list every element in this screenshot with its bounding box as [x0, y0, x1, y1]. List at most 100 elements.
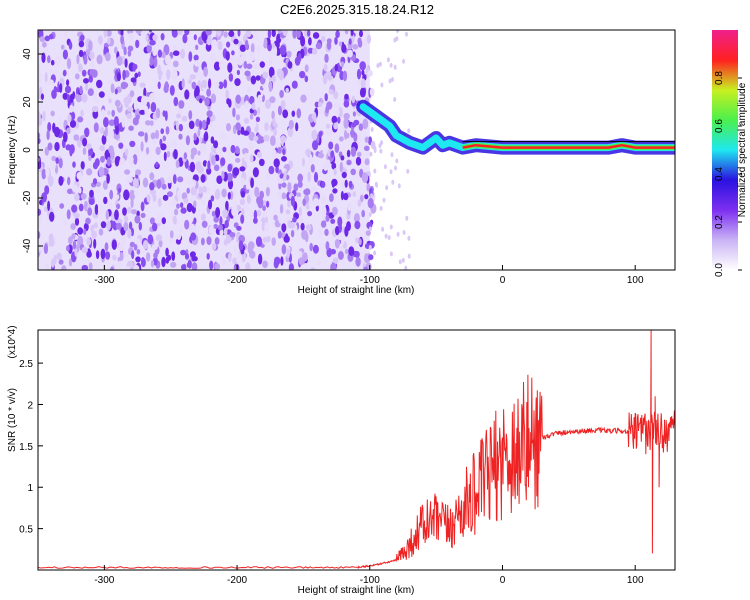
- noise-blob: [59, 203, 65, 209]
- noise-blob: [242, 130, 250, 136]
- noise-blob: [177, 176, 184, 183]
- noise-blob: [47, 142, 53, 151]
- noise-blob: [136, 249, 141, 255]
- noise-blob: [80, 109, 84, 117]
- noise-blob: [236, 69, 240, 76]
- noise-blob: [181, 78, 185, 89]
- noise-blob: [356, 133, 362, 145]
- noise-blob: [48, 33, 54, 40]
- noise-blob: [135, 114, 140, 120]
- noise-blob: [249, 210, 253, 220]
- noise-blob: [104, 242, 109, 252]
- noise-blob: [359, 194, 364, 203]
- noise-blob: [318, 227, 322, 238]
- noise-blob: [95, 181, 101, 187]
- noise-blob: [225, 89, 229, 101]
- noise-blob: [384, 233, 388, 239]
- x-tick-label: -200: [227, 275, 247, 286]
- x-tick-label: 0: [500, 575, 506, 586]
- noise-blob: [337, 116, 341, 124]
- noise-blob: [263, 37, 268, 49]
- noise-blob: [307, 210, 313, 217]
- noise-blob: [73, 212, 80, 219]
- noise-blob: [283, 170, 287, 179]
- noise-blob: [369, 187, 373, 195]
- noise-blob: [68, 258, 73, 267]
- noise-blob: [180, 207, 187, 214]
- noise-blob: [335, 225, 340, 236]
- noise-blob: [49, 211, 55, 222]
- noise-blob: [236, 225, 242, 231]
- noise-blob: [365, 230, 371, 237]
- noise-blob: [324, 228, 329, 236]
- noise-blob: [352, 111, 356, 117]
- noise-blob: [173, 149, 178, 160]
- noise-blob: [119, 251, 124, 261]
- noise-blob: [86, 237, 92, 246]
- noise-blob: [149, 92, 156, 102]
- noise-blob: [407, 128, 411, 134]
- noise-blob: [39, 199, 43, 206]
- noise-blob: [96, 187, 101, 193]
- noise-blob: [346, 149, 351, 158]
- noise-blob: [281, 223, 287, 233]
- noise-blob: [172, 60, 179, 68]
- noise-blob: [188, 110, 193, 120]
- noise-blob: [251, 102, 256, 110]
- noise-blob: [155, 129, 159, 140]
- noise-blob: [207, 160, 211, 171]
- noise-blob: [155, 107, 161, 119]
- noise-blob: [366, 34, 371, 44]
- noise-blob: [325, 159, 331, 168]
- noise-blob: [393, 97, 397, 102]
- noise-blob: [382, 197, 386, 203]
- noise-blob: [38, 73, 43, 83]
- noise-blob: [359, 61, 367, 71]
- noise-blob: [78, 40, 85, 48]
- noise-blob: [140, 212, 146, 218]
- noise-blob: [72, 240, 77, 250]
- noise-blob: [211, 39, 218, 47]
- noise-blob: [198, 186, 203, 195]
- noise-blob: [272, 149, 277, 160]
- noise-blob: [245, 30, 252, 38]
- noise-blob: [350, 30, 354, 37]
- noise-blob: [181, 192, 188, 200]
- noise-blob: [182, 33, 188, 44]
- noise-blob: [63, 131, 68, 143]
- noise-blob: [157, 81, 161, 90]
- noise-blob: [329, 193, 334, 203]
- noise-blob: [50, 161, 56, 171]
- noise-blob: [177, 108, 183, 114]
- noise-blob: [103, 117, 109, 128]
- noise-blob: [176, 113, 182, 119]
- noise-blob: [299, 70, 306, 79]
- noise-blob: [239, 166, 246, 172]
- noise-blob: [74, 248, 78, 257]
- noise-blob: [218, 81, 224, 90]
- noise-blob: [368, 226, 372, 232]
- noise-blob: [338, 222, 342, 233]
- noise-blob: [43, 243, 49, 255]
- noise-blob: [211, 243, 217, 251]
- noise-blob: [199, 136, 203, 143]
- noise-blob: [369, 87, 375, 97]
- noise-blob: [337, 234, 343, 241]
- page-title: C2E6.2025.315.18.24.R12: [280, 2, 434, 17]
- noise-blob: [99, 145, 106, 152]
- noise-blob: [388, 78, 392, 84]
- noise-blob: [223, 227, 228, 236]
- colorbar-tick-label: 0.0: [714, 263, 725, 277]
- noise-blob: [136, 210, 140, 217]
- noise-blob: [134, 72, 139, 79]
- noise-blob: [67, 176, 71, 186]
- noise-blob: [105, 210, 110, 220]
- noise-blob: [118, 242, 125, 252]
- noise-blob: [253, 217, 258, 224]
- noise-blob: [38, 180, 41, 190]
- noise-blob: [63, 30, 68, 40]
- noise-blob: [98, 91, 105, 98]
- noise-blob: [206, 116, 211, 126]
- noise-blob: [321, 36, 326, 43]
- noise-blob: [130, 77, 137, 83]
